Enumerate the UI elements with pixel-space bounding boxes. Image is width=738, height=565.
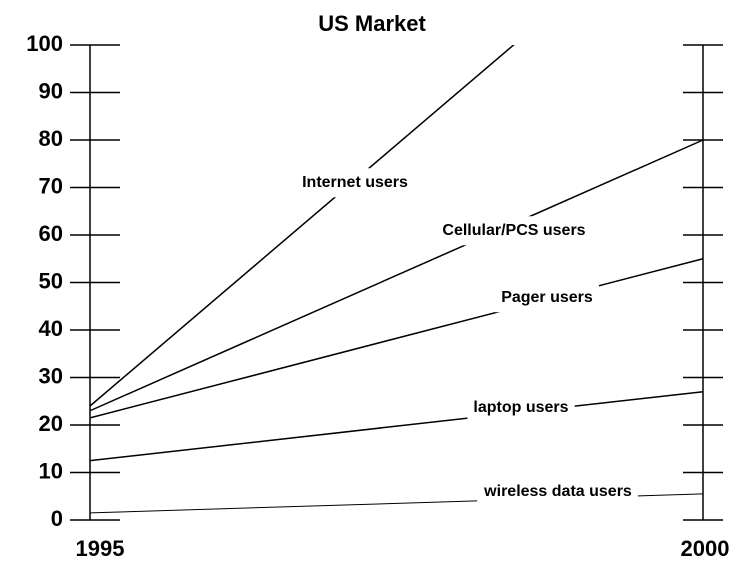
series-label: Cellular/PCS users <box>442 222 585 239</box>
label-background <box>296 168 415 198</box>
x-tick-label: 2000 <box>681 536 730 561</box>
label-background <box>436 216 592 246</box>
label-background <box>467 393 575 423</box>
series-line <box>89 139 704 412</box>
y-tick-label: 0 <box>51 506 63 531</box>
y-tick-label: 50 <box>39 268 63 293</box>
y-tick-label: 40 <box>39 316 63 341</box>
label-background <box>495 283 599 313</box>
label-background <box>477 477 638 507</box>
y-tick-label: 10 <box>39 458 63 483</box>
series-label: wireless data users <box>483 483 632 500</box>
y-tick-label: 90 <box>39 78 63 103</box>
y-tick-label: 60 <box>39 221 63 246</box>
y-tick-label: 80 <box>39 126 63 151</box>
y-tick-label: 20 <box>39 411 63 436</box>
lines <box>89 45 704 514</box>
series-line <box>89 258 704 419</box>
series-label: Internet users <box>302 174 408 191</box>
y-tick-label: 30 <box>39 363 63 388</box>
series-line <box>89 391 704 462</box>
series-label: Pager users <box>501 289 593 306</box>
x-tick-label: 1995 <box>76 536 125 561</box>
series-line <box>89 45 515 407</box>
y-tick-label: 100 <box>26 31 63 56</box>
y-tick-label: 70 <box>39 173 63 198</box>
chart-title: US Market <box>318 11 426 36</box>
series-label: laptop users <box>473 399 568 416</box>
